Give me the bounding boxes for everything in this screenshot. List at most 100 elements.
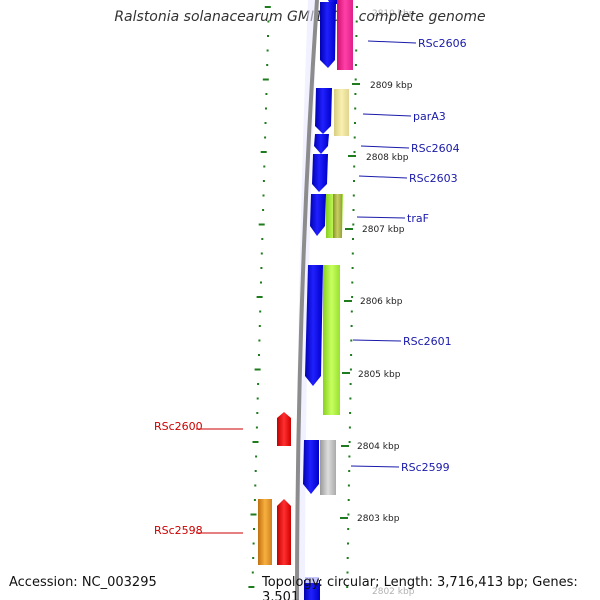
ruler-tick [261,238,264,240]
cds-feature[interactable] [304,580,320,600]
ruler-tick [267,35,269,37]
kbp-position-labels: 2809 kbp 2808 kbp 2807 kbp 2806 kbp 2805… [340,81,413,524]
forward-cds-track [303,0,337,600]
kbp-label: 2804 kbp [357,442,400,452]
ruler-tick [355,6,358,8]
ruler-tick [349,368,352,371]
ruler-tick [348,441,351,443]
feature-pale-yellow[interactable] [334,89,349,136]
ruler-tick [351,267,354,269]
forward-gene-labels: RSc2606 parA3 RSc2604 RSc2603 traF RSc26… [401,37,467,474]
ruler-tick [353,180,355,182]
ruler-tick [355,35,358,37]
ruler-tick [265,93,268,95]
ruler-tick [347,528,350,530]
ruler-tick [256,397,259,400]
ruler-tick [260,252,263,255]
ruler-tick [266,49,269,52]
cds-feature[interactable] [303,440,319,494]
ruler-tick [349,412,352,414]
ruler-tick [354,78,357,81]
gene-label[interactable]: RSc2600 [154,420,203,433]
ruler-tick [254,368,261,371]
cds-feature[interactable] [310,194,326,236]
feature-olive[interactable] [333,194,342,238]
ruler-tick [248,586,255,588]
ruler-tick [255,426,258,429]
ruler-tick [263,165,266,168]
ruler-tick [265,107,267,110]
ruler-tick [252,441,259,443]
ruler-tick [267,20,270,23]
feature-gray[interactable] [320,440,336,495]
ruler-tick [262,180,265,182]
ruler-tick [351,281,354,284]
ruler-tick [352,238,354,240]
gene-label[interactable]: RSc2606 [418,37,467,50]
ruler-tick [262,194,265,197]
kbp-label: 2806 kbp [360,297,403,307]
feature-red[interactable] [277,412,291,446]
gene-label[interactable]: RSc2603 [409,172,458,185]
kbp-label: 2805 kbp [358,370,401,380]
reverse-feature-track [258,412,291,565]
feature-lavender[interactable] [305,577,319,583]
ruler-tick [258,354,260,356]
ruler-tick [352,209,355,211]
ruler-tick [354,93,357,95]
gene-label[interactable]: RSc2599 [401,461,450,474]
feature-lime[interactable] [323,265,340,415]
ruler-tick [355,49,358,52]
gene-label[interactable]: parA3 [413,110,446,123]
ruler-tick [346,586,349,588]
ruler-tick [347,542,349,545]
feature-orange[interactable] [258,499,272,565]
ruler-tick [353,136,356,139]
ruler-tick [350,310,353,313]
gene-label[interactable]: RSc2598 [154,524,203,537]
ruler-tick [346,557,349,559]
ruler-tick [259,310,262,313]
ruler-tick [348,455,351,458]
ruler-tick [257,383,260,385]
gene-label[interactable]: RSc2601 [403,335,452,348]
ruler-tick [348,470,351,472]
ruler-tick [351,296,354,298]
topology-text: Topology: circular; Length: 3,716,413 bp… [262,575,578,600]
feature-red[interactable] [277,499,291,565]
accession-text: Accession: NC_003295 [9,575,157,590]
gene-label[interactable]: RSc2604 [411,142,460,155]
svg-text:2810 kbp: 2810 kbp [372,9,415,19]
ruler-tick [353,151,356,153]
ruler-tick [264,136,267,139]
ruler-tick [256,296,263,298]
ruler-tick [264,122,267,124]
ruler-tick [347,484,350,487]
ruler-tick [350,354,353,356]
cds-feature[interactable] [305,265,323,386]
cds-feature[interactable] [320,2,336,68]
ruler-tick [264,6,271,8]
ruler-tick [349,383,352,385]
ruler-tick [251,571,254,574]
cds-feature[interactable] [314,134,329,154]
ruler-tick [352,223,355,226]
kbp-label: 2808 kbp [366,153,409,163]
ruler-tick [350,325,353,327]
ruler-tick [350,339,353,342]
cds-feature[interactable] [312,154,328,192]
inner-tick-ruler [248,6,271,588]
ruler-tick [260,267,263,269]
ruler-tick [255,455,258,458]
ruler-tick [258,223,265,226]
cds-feature[interactable] [315,88,332,134]
ruler-tick [253,528,255,530]
ruler-tick [347,499,350,501]
gene-label[interactable]: traF [407,212,429,225]
ruler-tick [352,194,355,197]
feature-pink[interactable] [337,0,353,70]
kbp-label: 2807 kbp [362,225,405,235]
forward-feature-track [305,0,353,583]
